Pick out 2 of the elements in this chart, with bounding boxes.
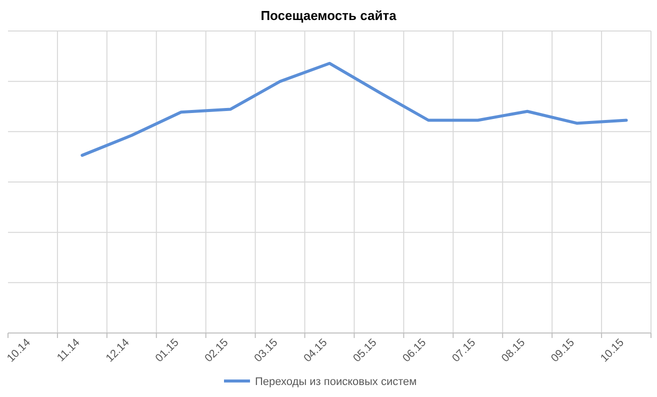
legend-label: Переходы из поисковых систем [255,376,417,388]
chart-title: Посещаемость сайта [260,8,398,23]
